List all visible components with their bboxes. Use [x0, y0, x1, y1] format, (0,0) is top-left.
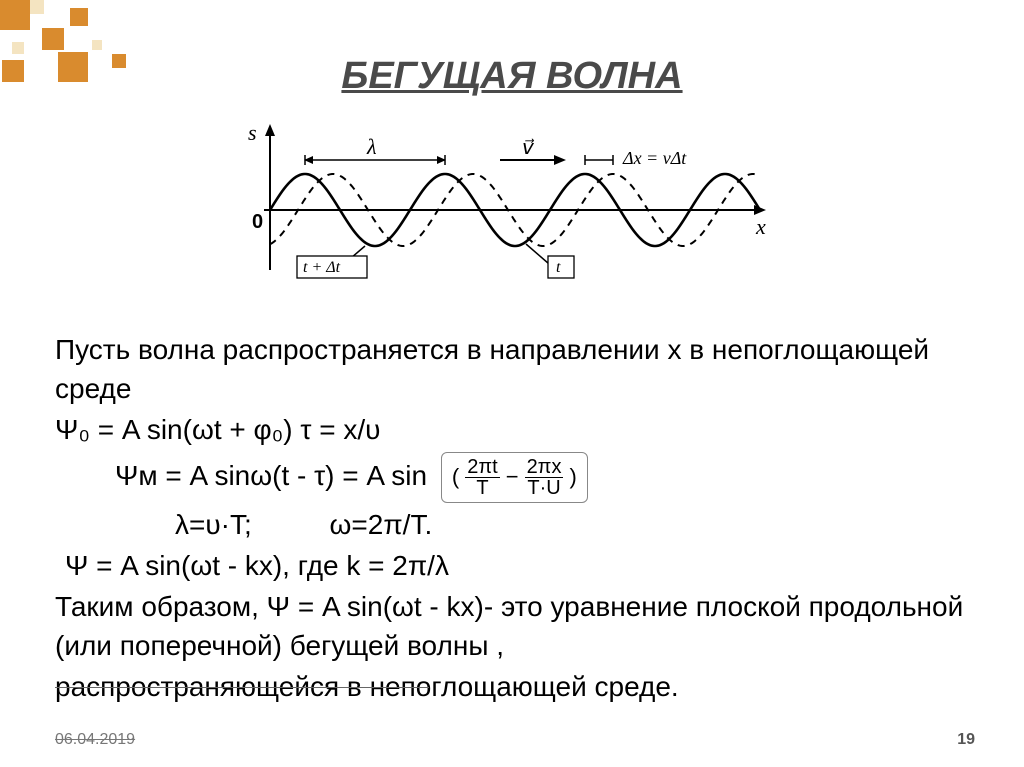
frac2-num: 2πx	[525, 457, 564, 478]
conclusion-text-2: распространяющейся в непоглощающей среде…	[55, 667, 975, 706]
wave-diagram: s x 0 λ v⃗ Δx = vΔt t + Δt t	[230, 110, 800, 300]
equation-psi: Ψ = A sin(ωt - kx), где k = 2π/λ	[55, 546, 975, 585]
fraction-minus: −	[506, 462, 519, 493]
svg-text:v⃗: v⃗	[522, 137, 535, 159]
svg-text:t: t	[556, 259, 561, 276]
footer-page-number: 19	[957, 731, 975, 749]
slide-title: БЕГУЩАЯ ВОЛНА	[0, 55, 1024, 98]
slide-footer: 06.04.2019 19	[55, 731, 975, 749]
intro-text: Пусть волна распространяется в направлен…	[55, 330, 975, 408]
svg-text:s: s	[248, 120, 257, 145]
fraction-1: 2πt T	[465, 457, 499, 498]
svg-text:Δx = vΔt: Δx = vΔt	[622, 148, 687, 168]
equation-psim: Ψм = A sinω(t - τ) = A sin ( 2πt T − 2πx…	[55, 452, 975, 503]
frac1-den: T	[474, 478, 490, 498]
svg-text:x: x	[755, 214, 766, 239]
svg-text:λ: λ	[366, 134, 377, 159]
frac1-num: 2πt	[465, 457, 499, 478]
slide-body: Пусть волна распространяется в направлен…	[55, 330, 975, 709]
fraction-2: 2πx T·U	[525, 457, 564, 498]
equation-lambda-omega: λ=υ·T; ω=2π/T.	[55, 505, 975, 544]
eq2-left: Ψм = A sinω(t - τ) = A sin	[115, 459, 427, 490]
frac2-den: T·U	[525, 478, 562, 498]
svg-text:0: 0	[252, 211, 263, 233]
svg-text:t + Δt: t + Δt	[303, 259, 341, 276]
strike-line	[55, 687, 429, 688]
footer-date: 06.04.2019	[55, 731, 135, 749]
fraction-group: ( 2πt T − 2πx T·U )	[441, 452, 588, 503]
conclusion-text-1: Таким образом, Ψ = A sin(ωt - kx)- это у…	[55, 587, 975, 665]
equation-psi0: Ψ₀ = A sin(ωt + φ₀) τ = x/υ	[55, 410, 975, 449]
